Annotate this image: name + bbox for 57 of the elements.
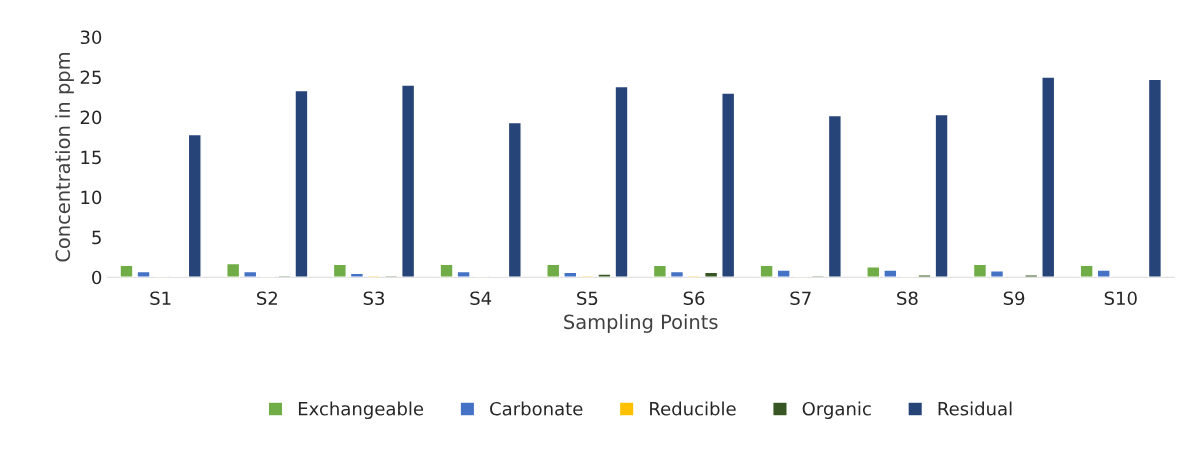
bar <box>456 270 471 278</box>
legend-label: Exchangeable <box>298 401 424 420</box>
bar <box>401 84 416 278</box>
bar <box>614 85 629 278</box>
bar <box>226 262 241 278</box>
x-axis-title: Sampling Points <box>564 314 718 333</box>
legend-label: Organic <box>802 401 871 420</box>
x-tick-label: S1 <box>150 291 171 306</box>
bar <box>669 270 685 278</box>
bar <box>187 133 202 278</box>
bar <box>1096 269 1111 278</box>
bar <box>827 114 842 278</box>
x-tick-label: S9 <box>1003 291 1025 306</box>
bar <box>1041 76 1056 278</box>
bar <box>934 113 949 278</box>
legend-label: Carbonate <box>490 401 583 416</box>
y-axis-title: Concentration in ppm <box>55 53 74 262</box>
bar <box>332 263 347 278</box>
x-tick-label: S3 <box>363 291 385 306</box>
bar <box>652 264 667 278</box>
bar <box>1024 274 1039 278</box>
y-tick-label: 20 <box>80 110 102 125</box>
bar <box>883 269 898 278</box>
y-tick-label: 30 <box>80 30 102 45</box>
x-tick-label: S2 <box>257 291 277 306</box>
bar <box>989 270 1005 278</box>
bar <box>136 270 151 278</box>
x-tick-label: S5 <box>577 291 598 306</box>
bar <box>243 270 258 278</box>
x-tick-label: S7 <box>790 291 811 306</box>
bar <box>704 271 719 278</box>
bar <box>597 273 612 278</box>
bar <box>1147 78 1163 278</box>
legend-label: Reducible <box>650 401 736 416</box>
bar <box>119 264 134 278</box>
bar <box>721 92 736 278</box>
bar <box>563 271 578 278</box>
bar <box>439 263 454 278</box>
y-tick-label: 5 <box>92 230 101 245</box>
bar <box>507 121 522 278</box>
x-tick-label: S6 <box>683 291 705 306</box>
bar <box>776 269 791 278</box>
x-tick-label: S4 <box>470 291 492 306</box>
legend-label: Residual <box>938 401 1012 416</box>
bar <box>1079 264 1094 278</box>
bar <box>759 264 774 278</box>
bar <box>972 263 988 278</box>
bar <box>866 266 881 278</box>
x-tick-label: S8 <box>897 291 918 306</box>
y-tick-label: 25 <box>80 70 101 85</box>
y-tick-label: 15 <box>81 150 101 165</box>
x-tick-label: S10 <box>1104 291 1137 306</box>
bar <box>546 263 561 278</box>
y-tick-label: 10 <box>81 190 102 205</box>
bar <box>917 274 932 278</box>
y-tick-label: 0 <box>92 270 102 285</box>
bar <box>294 89 309 278</box>
